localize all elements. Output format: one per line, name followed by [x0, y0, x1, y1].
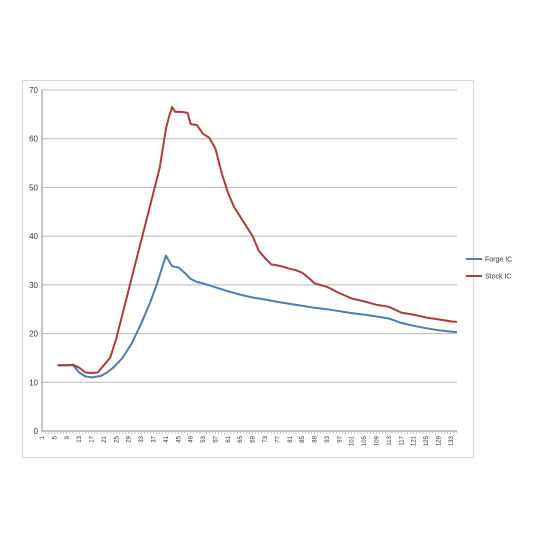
- legend: Forge IC Stock IC: [466, 257, 512, 281]
- x-tick-label: 89: [313, 435, 319, 442]
- x-tick-label: 53: [201, 435, 207, 442]
- x-tick-label: 21: [102, 435, 108, 442]
- chart-frame: [22, 80, 474, 458]
- x-tick-label: 57: [213, 435, 219, 442]
- x-tick-label: 133: [449, 435, 455, 446]
- x-tick-label: 29: [127, 435, 133, 442]
- x-tick-label: 61: [226, 435, 232, 442]
- series-line-stock-ic: [57, 106, 458, 374]
- gridlines: [42, 89, 457, 383]
- x-tick-label: 69: [251, 435, 257, 442]
- x-tick-label: 45: [176, 435, 182, 442]
- x-tick-label: 121: [412, 435, 418, 446]
- y-axis: 0 10 20 30 40 50 60 70: [29, 86, 43, 436]
- y-tick-label: 60: [29, 135, 38, 144]
- y-tick-label: 50: [29, 183, 38, 192]
- y-tick-label: 0: [34, 427, 39, 436]
- series-line-forge-ic: [57, 254, 458, 379]
- x-tick-label: 73: [263, 435, 269, 442]
- x-tick-label: 13: [77, 435, 83, 442]
- y-tick-label: 70: [29, 86, 38, 95]
- x-tick-label: 1: [40, 435, 46, 439]
- series-lines: [57, 106, 458, 379]
- x-tick-label: 25: [114, 435, 120, 442]
- x-tick-label: 81: [288, 435, 294, 442]
- x-tick-label: 49: [189, 435, 195, 442]
- x-tick-label: 109: [374, 435, 380, 446]
- x-tick-label: 129: [436, 435, 442, 446]
- x-tick-label: 65: [238, 435, 244, 442]
- legend-label: Forge IC: [485, 257, 512, 264]
- x-tick-label: 5: [52, 435, 58, 439]
- x-tick-label: 33: [139, 435, 145, 442]
- x-tick-label: 101: [350, 435, 356, 446]
- legend-label: Stock IC: [485, 274, 511, 281]
- x-tick-label: 37: [151, 435, 157, 442]
- y-tick-label: 40: [29, 232, 38, 241]
- x-tick-label: 41: [164, 435, 170, 442]
- y-tick-label: 30: [29, 281, 38, 290]
- x-tick-label: 117: [399, 435, 405, 445]
- x-tick-label: 93: [325, 435, 331, 442]
- x-tick-label: 85: [300, 435, 306, 442]
- x-tick-label: 17: [90, 435, 96, 442]
- y-tick-label: 10: [29, 378, 38, 387]
- x-tick-label: 105: [362, 435, 368, 446]
- x-tick-label: 125: [424, 435, 430, 446]
- x-axis: 1 5 9 13 17 21 25 29 33 37 41 45 49 53 57 61 65 69 73 77 81 8…: [40, 430, 458, 446]
- y-tick-label: 20: [29, 330, 38, 339]
- x-tick-label: 97: [337, 435, 343, 442]
- x-tick-label: 9: [65, 435, 71, 439]
- x-tick-label: 113: [387, 435, 393, 445]
- x-tick-label: 77: [275, 435, 281, 442]
